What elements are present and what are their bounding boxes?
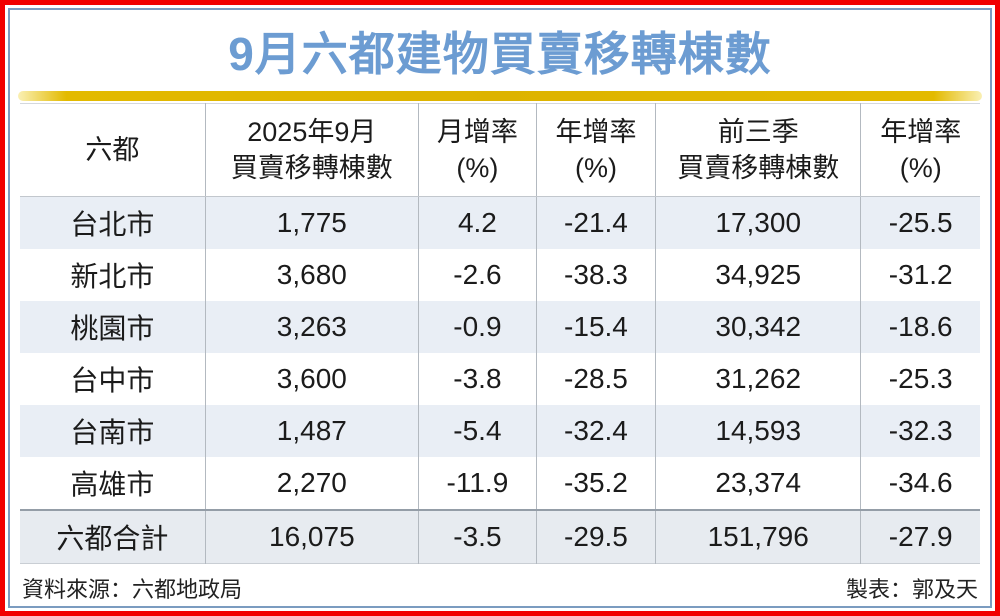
value-cell: 2,270 <box>204 457 419 510</box>
value-cell: -3.8 <box>417 353 537 405</box>
value-cell: -32.4 <box>535 405 656 457</box>
city-cell: 台南市 <box>70 417 155 448</box>
table-body: 台北市 1,775 4.2 -21.4 17,300 -25.5 新北市 3,680 -2.6-… <box>20 196 980 564</box>
value-cell: -25.5 <box>860 196 980 249</box>
value-cell: -0.9 <box>417 301 537 353</box>
value-cell: -35.2 <box>535 457 656 510</box>
column-header: 年增率 (%) <box>535 103 656 197</box>
value-cell: 1,775 <box>204 196 419 249</box>
value-cell: 34,925 <box>654 249 861 301</box>
table-row: 台中市 3,600 -3.8 -28.5 31,262 -25.3 <box>20 353 980 405</box>
table-row: 桃園市 3,263 -0.9 -15.4 30,342 -18.6 <box>20 301 980 353</box>
column-header: 2025年9月 買賣移轉棟數 <box>204 103 419 197</box>
city-cell: 新北市 <box>70 261 155 292</box>
total-row: 六都合計 16,075 -3.5 -29.5 151,796 -27.9 <box>20 510 980 564</box>
table-row: 新北市 3,680 -2.6 -38.3 34,925 -31.2 <box>20 249 980 301</box>
value-cell: -5.4 <box>417 405 537 457</box>
credit-note: 製表：郭及天 <box>845 577 978 602</box>
value-cell: -25.3 <box>860 353 980 405</box>
value-cell: -34.6 <box>860 457 980 510</box>
value-cell: 4.2 <box>417 196 537 249</box>
gold-divider-bar <box>18 91 982 101</box>
value-cell: -15.4 <box>535 301 656 353</box>
value-cell: 151,796 <box>654 510 861 564</box>
city-cell: 高雄市 <box>70 469 155 500</box>
value-cell: -32.3 <box>860 405 980 457</box>
value-cell: -11.9 <box>417 457 537 510</box>
table-row: 台南市 1,487 -5.4 -32.4 14,593 -32.3 <box>20 405 980 457</box>
value-cell: 30,342 <box>654 301 861 353</box>
footer: 資料來源：六都地政局 製表：郭及天 <box>22 572 978 604</box>
value-cell: -28.5 <box>535 353 656 405</box>
value-cell: 14,593 <box>654 405 861 457</box>
column-header: 前三季 買賣移轉棟數 <box>654 103 861 197</box>
column-header: 月增率 (%) <box>417 103 537 197</box>
value-cell: -18.6 <box>860 301 980 353</box>
header-row: 六都 2025年9月 買賣移轉棟數 月增率 (%) 年增率 (%) 前三季 買賣移轉棟數 年增率(… <box>20 103 980 197</box>
city-cell: 台北市 <box>70 209 155 240</box>
transactions-table: 六都 2025年9月 買賣移轉棟數 月增率 (%) 年增率 (%) 前三季 買賣移轉棟數 年增率(… <box>20 103 980 564</box>
value-cell: -27.9 <box>860 510 980 564</box>
value-cell: 3,600 <box>204 353 419 405</box>
value-cell: 3,680 <box>204 249 419 301</box>
value-cell: -29.5 <box>535 510 656 564</box>
city-cell: 六都合計 <box>56 523 169 554</box>
value-cell: -38.3 <box>535 249 656 301</box>
city-cell: 台中市 <box>70 365 155 396</box>
table-row: 高雄市 2,270 -11.9 -35.2 23,374 -34.6 <box>20 457 980 510</box>
column-header: 六都 <box>20 103 206 197</box>
table-header: 六都 2025年9月 買賣移轉棟數 月增率 (%) 年增率 (%) 前三季 買賣移轉棟數 年增率(… <box>20 103 980 197</box>
column-header: 年增率 (%) <box>860 103 980 197</box>
value-cell: -3.5 <box>417 510 537 564</box>
blue-inner-frame: 9月六都建物買賣移轉棟數 六都 2025年9月 買賣移轉棟數 月增率 (%) 年增率 (%)… <box>8 8 992 608</box>
value-cell: 31,262 <box>654 353 861 405</box>
value-cell: 1,487 <box>204 405 419 457</box>
value-cell: 17,300 <box>654 196 861 249</box>
value-cell: -2.6 <box>417 249 537 301</box>
value-cell: 16,075 <box>204 510 419 564</box>
value-cell: 3,263 <box>204 301 419 353</box>
value-cell: -21.4 <box>535 196 656 249</box>
table-row: 台北市 1,775 4.2 -21.4 17,300 -25.5 <box>20 196 980 249</box>
value-cell: 23,374 <box>654 457 861 510</box>
page-title: 9月六都建物買賣移轉棟數 <box>228 28 772 80</box>
city-cell: 桃園市 <box>70 313 155 344</box>
value-cell: -31.2 <box>860 249 980 301</box>
source-note: 資料來源：六都地政局 <box>22 577 243 602</box>
